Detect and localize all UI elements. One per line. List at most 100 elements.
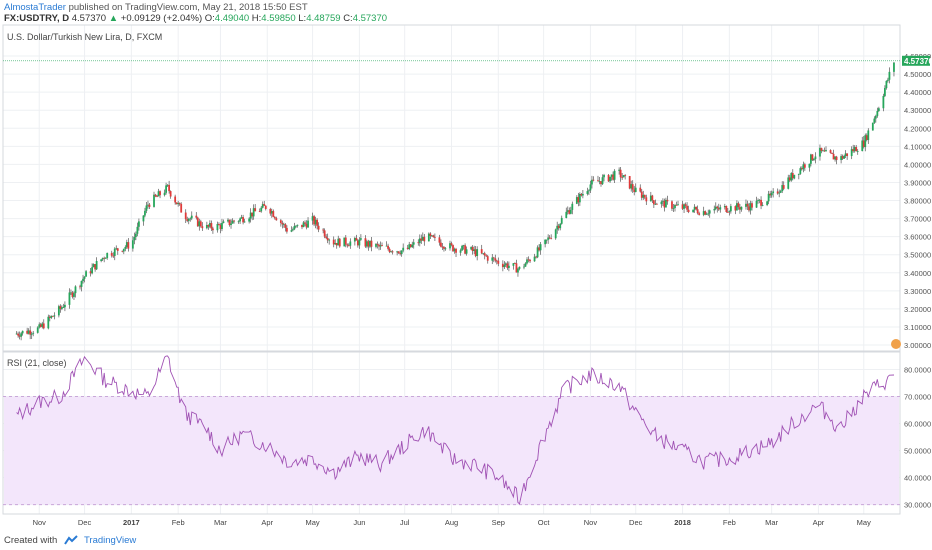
candle-body [609,176,611,182]
candle-body [70,292,72,294]
candle-body [494,258,497,261]
candle-body [566,210,569,212]
y-tick-label: 3.80000 [904,197,931,206]
candle-body [622,175,625,178]
y-tick-label: 4.00000 [904,160,931,169]
last-price: 4.57370 [71,13,107,24]
candle-body [449,243,451,249]
candle-body [148,204,151,207]
candle-body [323,230,326,237]
candle-body [68,292,71,305]
candle-body [480,249,483,254]
main-pane-frame [2,24,901,352]
candle-body [110,252,113,256]
candle-body [420,238,423,241]
candle-body [810,154,812,164]
candle-body [663,200,666,208]
candle-body [369,240,371,247]
candle-body [157,191,160,197]
candle-body [536,247,539,258]
candle-body [672,207,675,209]
candle-body [212,228,214,231]
candle-body [124,246,127,249]
candle-body [788,177,791,181]
candle-body [30,333,33,335]
candle-body [684,204,687,206]
candle-body [364,238,367,247]
candle-body [708,210,711,214]
candle-body [53,315,56,317]
candle-body [503,264,506,268]
candle-body [619,169,622,178]
candle-body [871,122,874,131]
candle-body [83,276,86,279]
candle-body [545,239,548,241]
candle-body [696,209,699,214]
candle-body [284,224,287,228]
candle-body [873,118,876,123]
candle-body [533,256,536,262]
event-icon[interactable] [891,339,901,349]
candle-body [328,239,331,241]
candle-body [47,316,50,329]
rsi-pane-frame [2,351,901,515]
candle-body [249,212,252,219]
candle-body [523,266,525,268]
x-tick-label: Feb [723,518,736,527]
candles [3,60,900,341]
tradingview-brand[interactable]: TradingView [83,535,137,546]
x-tick-label: Nov [33,518,47,527]
candle-body [432,235,435,238]
candle-body [586,191,589,194]
candle-body [272,211,275,217]
author-link[interactable]: AlmostaTrader [4,2,66,13]
candle-body [285,227,288,232]
candle-body [832,153,835,160]
candle-body [471,247,474,251]
low-label: L: [298,13,307,24]
candle-body [423,236,426,242]
candle-body [450,243,453,246]
candle-body [662,200,664,202]
candle-body [100,259,103,261]
candle-body [270,211,273,214]
candle-body [73,293,75,297]
candle-body [326,238,329,241]
candle-body [610,174,613,177]
candle-body [485,255,488,257]
candle-body [94,264,97,270]
candle-body [133,237,136,241]
candle-body [178,202,181,204]
candle-body [222,221,225,223]
candle-body [677,204,679,206]
candle-body [618,169,621,171]
candle-body [867,130,870,140]
candle-body [529,259,531,262]
candle-body [683,204,685,209]
candle-body [660,201,663,205]
candle-body [273,216,276,219]
candle-body [397,251,400,254]
candle-body [391,251,394,253]
candle-body [770,193,773,196]
candle-body [517,268,519,273]
x-tick-label: Mar [765,518,778,527]
x-tick-label: Feb [172,518,185,527]
candle-body [311,216,314,221]
candle-body [634,187,637,193]
rsi-band [3,396,900,506]
y-tick-label: 3.00000 [904,341,931,350]
candle-body [476,249,479,256]
candle-body [686,205,688,210]
candle-body [767,193,770,202]
created-with-text: Created with [4,535,58,546]
candle-body [263,204,266,206]
candle-body [628,176,631,189]
candle-body [506,263,509,268]
candle-body [62,307,65,308]
candle-body [749,203,752,211]
candle-body [240,217,243,219]
x-tick-label: 2017 [123,518,140,527]
candle-body [64,304,66,308]
